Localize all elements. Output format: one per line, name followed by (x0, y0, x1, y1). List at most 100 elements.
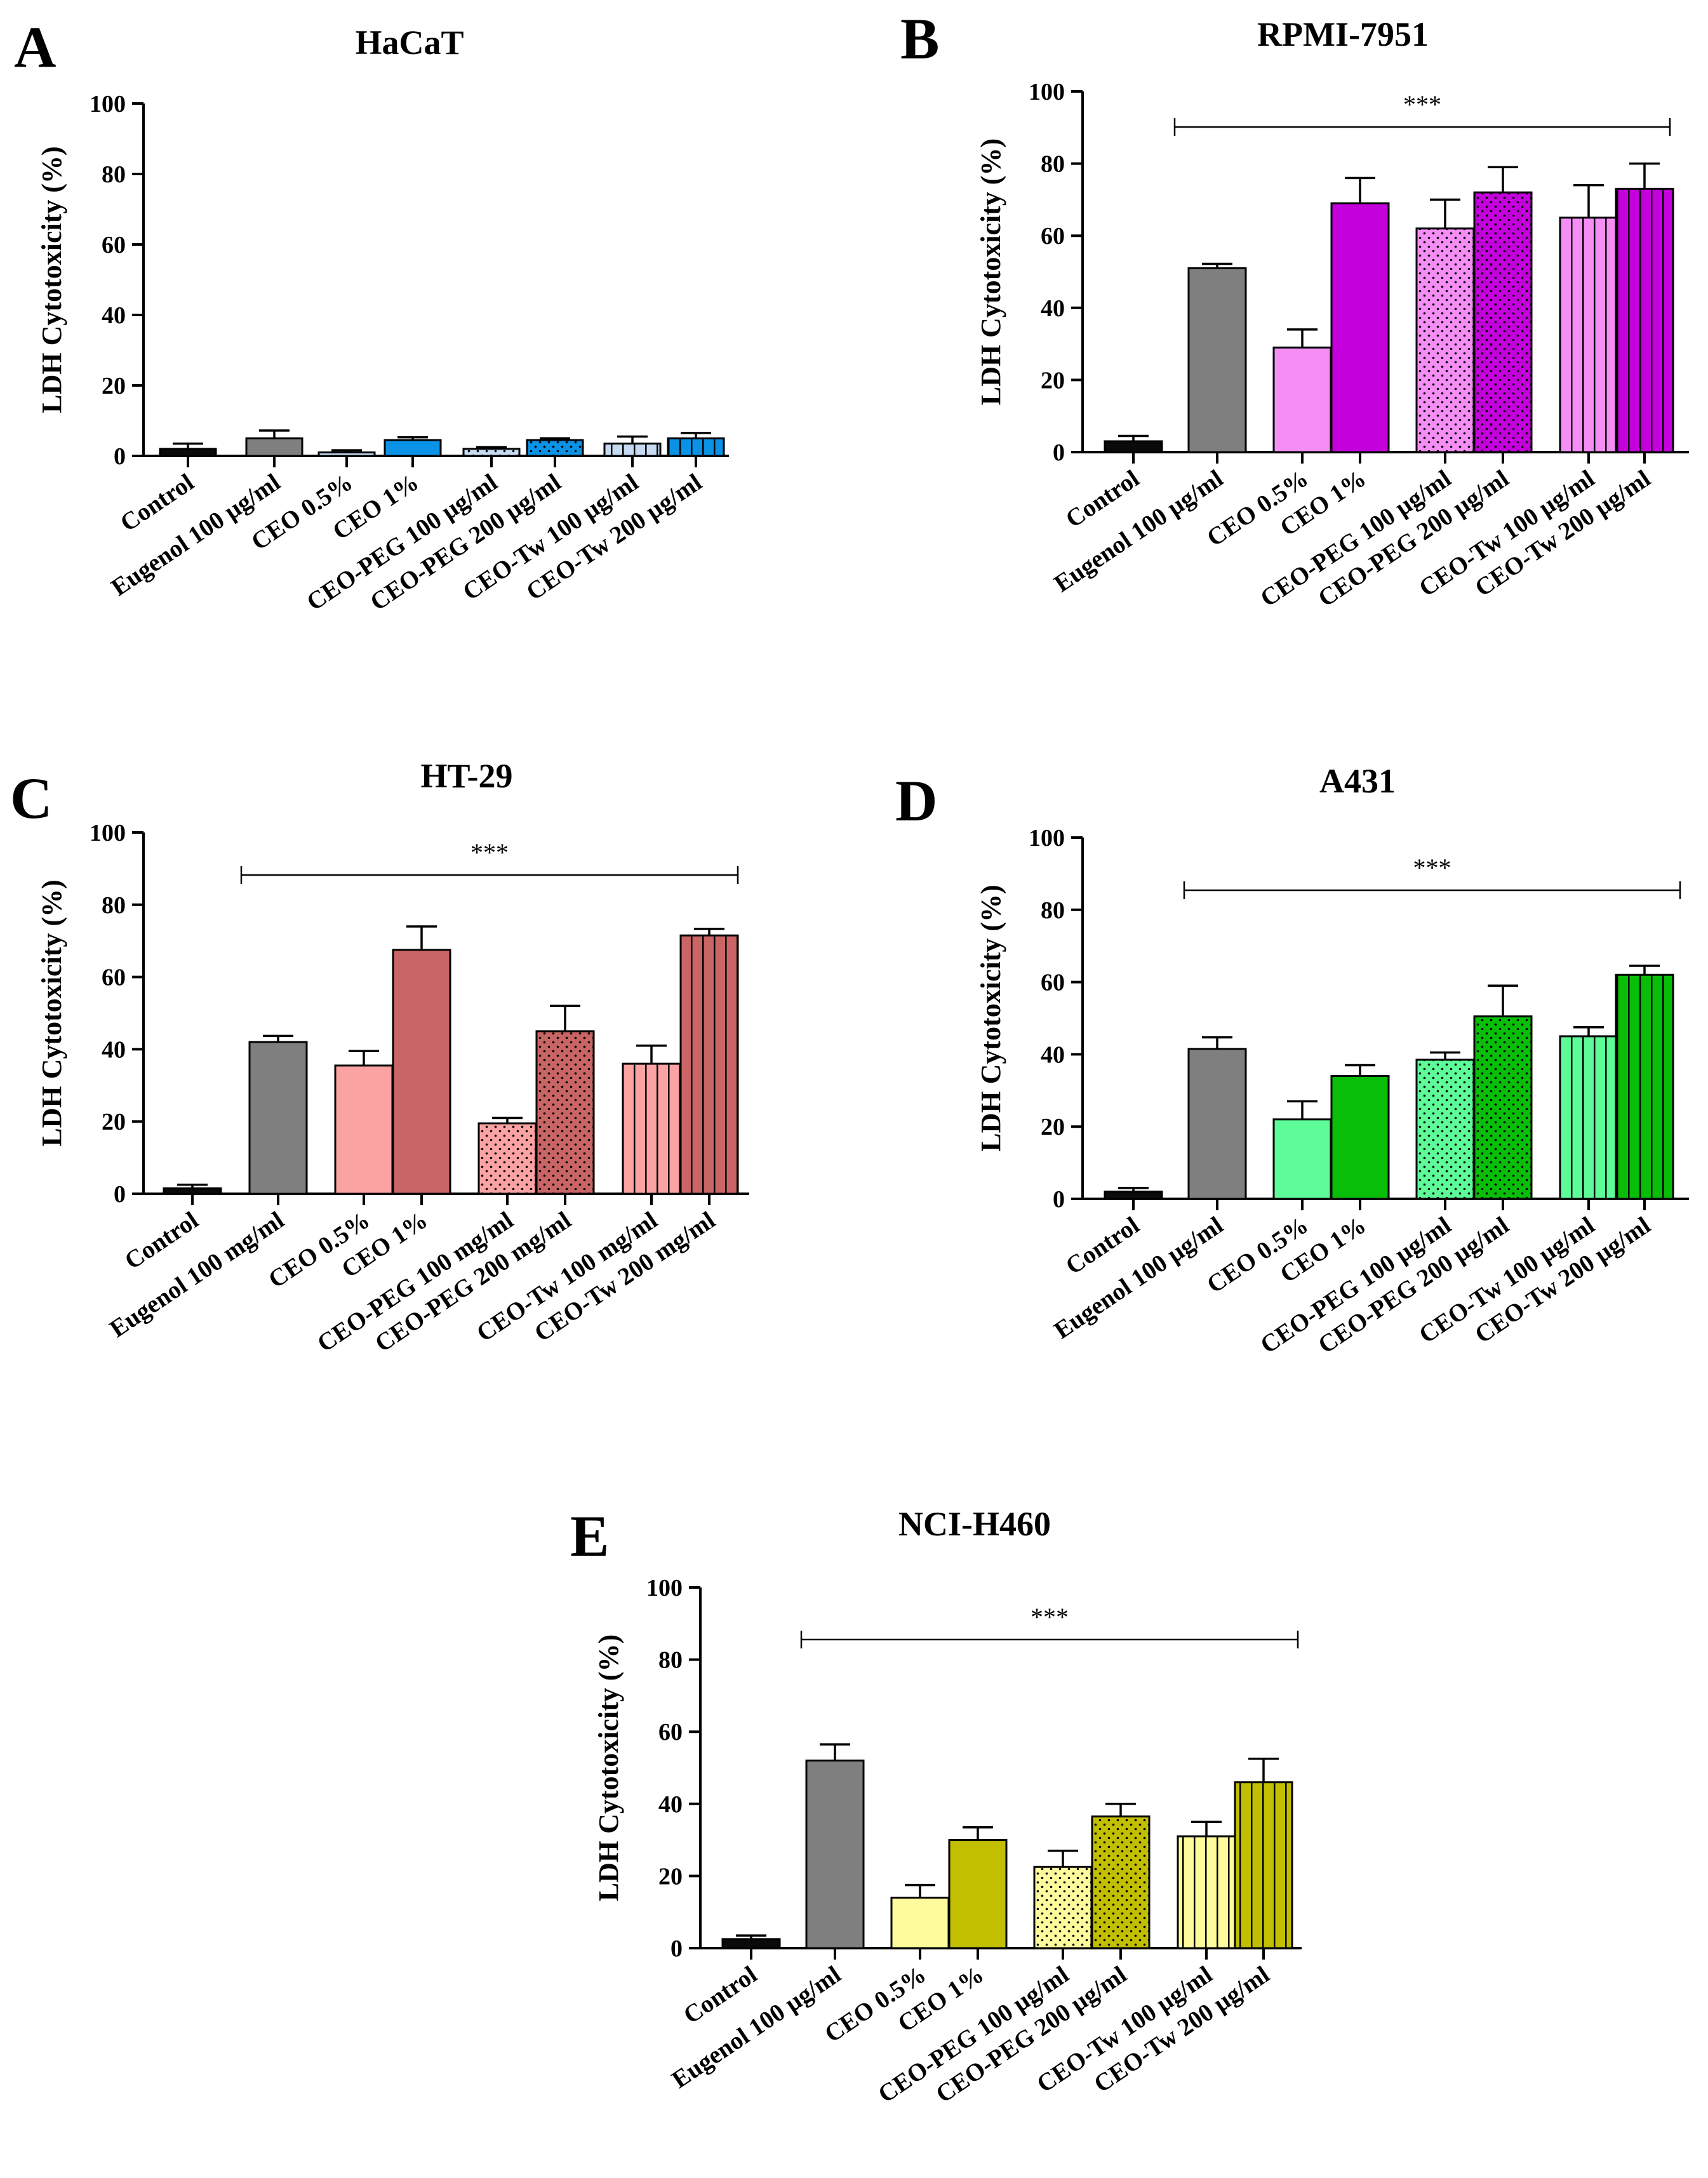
y-tick-label-a-100: 100 (90, 91, 126, 117)
bar-c-ceo-tw-100 (622, 1044, 681, 1195)
y-tick-label-d-80: 80 (1041, 897, 1065, 924)
panel-letter-a: A (14, 15, 56, 79)
bar-pattern-c-ceo-tw-100 (623, 1064, 680, 1194)
bar-e-ceo-tw-200 (1234, 1758, 1293, 1949)
y-tick-label-d-40: 40 (1041, 1041, 1065, 1068)
chart-title-a: HaCaT (355, 23, 464, 62)
panel-letter-c: C (10, 766, 52, 831)
bar-pattern-a-ceo-tw-100 (604, 443, 660, 456)
y-tick-label-e-60: 60 (658, 1719, 683, 1746)
bar-fill-e-control (721, 1938, 781, 1949)
significance-label-b: *** (1403, 90, 1441, 119)
bar-pattern-a-ceo-tw-200 (668, 438, 724, 456)
bar-a-ceo-1 (384, 436, 442, 457)
bar-a-control (159, 442, 217, 457)
y-tick-label-a-80: 80 (102, 161, 126, 188)
bar-a-ceo-tw-100 (603, 435, 662, 457)
y-tick-label-e-0: 0 (671, 1935, 683, 1962)
bar-fill-c-eugenol (248, 1041, 308, 1195)
panel-letter-d: D (895, 768, 937, 833)
bar-pattern-c-ceo-tw-200 (681, 935, 738, 1194)
y-tick-label-a-60: 60 (102, 232, 126, 258)
bar-fill-e-eugenol (805, 1760, 865, 1949)
y-tick-label-a-0: 0 (114, 443, 126, 470)
bar-e-ceo-tw-100 (1177, 1821, 1236, 1949)
bar-pattern-d-ceo-tw-100 (1560, 1036, 1617, 1199)
bar-b-ceo-tw-100 (1559, 184, 1618, 453)
bar-fill-d-ceo-0-5 (1272, 1118, 1332, 1200)
y-tick-label-b-0: 0 (1053, 439, 1065, 466)
bar-c-eugenol (248, 1034, 308, 1195)
bar-pattern-b-ceo-peg-200 (1474, 192, 1531, 452)
bar-d-ceo-1 (1330, 1064, 1390, 1200)
y-tick-label-e-40: 40 (658, 1791, 683, 1818)
bar-pattern-a-ceo-peg-200 (527, 440, 583, 456)
y-tick-label-d-0: 0 (1053, 1186, 1065, 1213)
panel-e: E NCI-H460 LDH Cytotoxicity (%) 0 20 40 60 80 10… (570, 1504, 1302, 2108)
y-tick-label-b-20: 20 (1041, 367, 1065, 394)
bar-b-ceo-1 (1330, 177, 1390, 453)
y-tick-label-b-80: 80 (1041, 151, 1065, 178)
bar-a-ceo-peg-100 (462, 446, 521, 457)
bar-fill-a-eugenol (245, 437, 304, 457)
bar-fill-d-ceo-1 (1330, 1075, 1390, 1200)
bar-e-ceo-peg-100 (1033, 1849, 1093, 1949)
bar-a-ceo-tw-200 (667, 432, 725, 457)
bar-e-control (721, 1934, 781, 1949)
y-tick-label-e-100: 100 (646, 1575, 683, 1601)
bar-fill-b-ceo-1 (1330, 202, 1390, 453)
y-tick-label-a-40: 40 (102, 302, 126, 329)
bar-pattern-b-ceo-tw-200 (1616, 189, 1673, 452)
bar-c-ceo-peg-100 (477, 1116, 537, 1195)
bar-b-ceo-tw-200 (1615, 162, 1674, 453)
y-tick-label-c-60: 60 (102, 965, 126, 991)
bar-fill-e-ceo-1 (948, 1839, 1008, 1949)
bar-fill-b-control (1104, 440, 1163, 453)
y-tick-label-c-0: 0 (114, 1181, 126, 1208)
y-axis-label-b: LDH Cytotoxicity (%) (975, 138, 1006, 405)
y-axis-label-a: LDH Cytotoxicity (%) (36, 146, 67, 413)
bar-d-ceo-peg-200 (1473, 984, 1533, 1200)
bar-d-ceo-0-5 (1272, 1100, 1332, 1200)
bar-c-ceo-1 (392, 925, 451, 1195)
significance-bracket-b: *** (1173, 90, 1671, 136)
bar-fill-e-ceo-0-5 (890, 1896, 950, 1949)
bar-e-ceo-1 (948, 1826, 1008, 1949)
bar-pattern-d-ceo-tw-200 (1616, 975, 1673, 1199)
y-axis-label-c: LDH Cytotoxicity (%) (36, 879, 67, 1146)
bar-fill-b-ceo-0-5 (1272, 346, 1332, 453)
bar-fill-c-ceo-0-5 (334, 1064, 394, 1195)
chart-title-c: HT-29 (420, 757, 512, 795)
y-tick-label-c-40: 40 (102, 1036, 126, 1063)
bar-b-eugenol (1187, 262, 1247, 453)
bar-pattern-d-ceo-peg-100 (1417, 1059, 1474, 1199)
bar-b-control (1104, 434, 1163, 453)
bar-d-eugenol (1187, 1036, 1247, 1200)
significance-label-d: *** (1413, 853, 1451, 882)
bar-e-ceo-0-5 (890, 1883, 950, 1949)
bar-pattern-b-ceo-peg-100 (1417, 228, 1474, 452)
bar-b-ceo-peg-100 (1415, 198, 1475, 453)
bar-d-ceo-tw-200 (1615, 965, 1674, 1200)
chart-title-d: A431 (1319, 762, 1396, 800)
significance-bracket-c: *** (240, 838, 739, 884)
significance-label-c: *** (470, 838, 509, 867)
significance-label-e: *** (1031, 1603, 1069, 1631)
chart-title-b: RPMI-7951 (1257, 15, 1429, 53)
y-axis-label-d: LDH Cytotoxicity (%) (975, 885, 1006, 1151)
bar-fill-c-ceo-1 (392, 949, 451, 1195)
bar-a-ceo-0-5 (317, 449, 376, 457)
panel-b: B RPMI-7951 LDH Cytotoxicity (%) 0 20 40 60 80 1… (900, 6, 1689, 612)
significance-bracket-e: *** (800, 1603, 1299, 1648)
y-tick-label-d-60: 60 (1041, 970, 1065, 996)
bar-b-ceo-0-5 (1272, 328, 1332, 453)
bar-d-ceo-peg-100 (1415, 1051, 1475, 1200)
bar-c-ceo-0-5 (334, 1050, 394, 1195)
bar-a-eugenol (245, 429, 304, 457)
bar-pattern-a-ceo-peg-100 (464, 448, 519, 456)
y-tick-label-c-100: 100 (90, 820, 126, 846)
bar-d-ceo-tw-100 (1559, 1026, 1618, 1200)
